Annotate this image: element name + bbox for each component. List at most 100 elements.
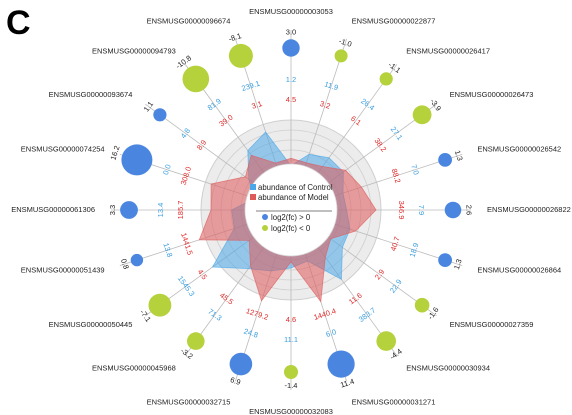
log2fc-bubble — [282, 39, 300, 57]
control-value: 71.3 — [206, 307, 223, 323]
legend-up-swatch — [262, 214, 268, 220]
gene-id-label: ENSMUSG00000026473 — [450, 90, 534, 99]
control-value: 81.9 — [206, 96, 223, 112]
log2fc-value: 0.8 — [119, 258, 131, 271]
log2fc-bubble — [121, 144, 153, 176]
model-value: 1441.5 — [179, 232, 195, 257]
model-value: 1279.2 — [245, 306, 270, 322]
model-value: 39.0 — [217, 113, 234, 129]
gene-id-label: ENSMUSG00000031271 — [352, 397, 436, 406]
log2fc-value: 1.1 — [142, 100, 155, 114]
legend-control-label: abundance of Control — [258, 183, 333, 192]
log2fc-bubble — [187, 332, 205, 350]
log2fc-bubble — [327, 350, 355, 378]
model-value: 4.6 — [286, 315, 296, 324]
control-value: 1545.3 — [176, 274, 197, 298]
gene-id-label: ENSMUSG00000030934 — [406, 364, 490, 373]
model-value: 38.2 — [372, 136, 388, 153]
gene-id-label: ENSMUSG00000094793 — [92, 46, 176, 55]
gene-id-label: ENSMUSG00000074254 — [21, 144, 105, 153]
log2fc-value: 1.3 — [453, 149, 465, 162]
log2fc-value: 16.2 — [108, 145, 121, 162]
model-value: 11.6 — [347, 291, 364, 307]
model-value: 8.9 — [195, 138, 208, 152]
control-value: 18.9 — [408, 242, 421, 259]
log2fc-value: -1.4 — [285, 381, 298, 390]
legend-model-label: abundance of Model — [258, 193, 329, 202]
model-value: 3.1 — [250, 99, 263, 111]
legend-control-swatch — [250, 184, 256, 190]
control-value: 24.8 — [243, 327, 260, 340]
control-value: 4.8 — [179, 126, 192, 140]
gene-id-label: ENSMUSG00000022877 — [352, 17, 436, 26]
legend-up-label: log2(fc) > 0 — [271, 213, 311, 222]
gene-id-label: ENSMUSG00000032715 — [147, 397, 231, 406]
model-value: 346.9 — [397, 201, 406, 220]
log2fc-bubble — [414, 297, 430, 313]
legend-model-swatch — [250, 194, 256, 200]
log2fc-value: 1.3 — [452, 258, 464, 271]
panel-letter: C — [6, 4, 31, 42]
control-value: 13.8 — [161, 242, 174, 259]
control-value: 0.0 — [161, 163, 173, 176]
log2fc-bubble — [228, 43, 253, 68]
control-value: 11.9 — [323, 79, 339, 92]
model-value: 40.7 — [389, 236, 402, 253]
gene-id-label: ENSMUSG00000003053 — [249, 7, 333, 16]
log2fc-bubble — [148, 293, 172, 317]
log2fc-value: 2.6 — [464, 205, 473, 215]
log2fc-value: 3.3 — [108, 205, 117, 215]
control-value: 27.1 — [389, 125, 405, 142]
control-value: 11.1 — [284, 335, 298, 344]
gene-id-label: ENSMUSG00000026417 — [406, 46, 490, 55]
gene-id-label: ENSMUSG00000045968 — [92, 364, 176, 373]
log2fc-value: -8.1 — [227, 31, 242, 44]
log2fc-bubble — [130, 253, 144, 267]
gene-id-label: ENSMUSG00000026822 — [487, 205, 571, 214]
control-value: 1.2 — [286, 75, 296, 84]
legend-down-swatch — [262, 225, 268, 231]
gene-id-label: ENSMUSG00000061306 — [11, 205, 95, 214]
log2fc-bubble — [153, 108, 167, 122]
log2fc-bubble — [284, 365, 298, 379]
log2fc-value: -3.9 — [428, 97, 443, 113]
log2fc-bubble — [334, 49, 348, 63]
legend-down-label: log2(fc) < 0 — [271, 224, 311, 233]
log2fc-value: 6.9 — [229, 375, 242, 387]
log2fc-bubble — [379, 72, 393, 86]
log2fc-value: -1.1 — [387, 60, 403, 75]
model-value: 3.2 — [319, 99, 332, 111]
control-value: 7.0 — [409, 163, 421, 176]
gene-id-label: ENSMUSG00000050445 — [49, 320, 133, 329]
model-value: 45.5 — [218, 291, 235, 307]
control-value: 26.4 — [359, 96, 376, 112]
log2fc-value: 3.0 — [286, 27, 296, 36]
log2fc-bubble — [376, 331, 397, 351]
control-value: 6.0 — [325, 327, 338, 339]
control-value: 239.1 — [240, 79, 261, 93]
control-value: 13.4 — [156, 203, 165, 218]
model-value: 1440.4 — [313, 306, 338, 322]
gene-id-label: ENSMUSG00000051439 — [21, 266, 105, 275]
model-value: 88.2 — [390, 168, 403, 185]
gene-id-label: ENSMUSG00000026542 — [477, 144, 561, 153]
model-value: 2.9 — [373, 268, 386, 282]
control-value: 22.9 — [388, 278, 404, 295]
log2fc-value: 11.4 — [339, 377, 355, 390]
gene-id-label: ENSMUSG00000032083 — [249, 407, 333, 415]
log2fc-value: -1.0 — [338, 36, 353, 49]
log2fc-bubble — [229, 352, 253, 376]
model-value: 6.1 — [349, 114, 363, 127]
log2fc-bubble — [444, 201, 462, 219]
model-value: 185.7 — [176, 201, 185, 220]
model-value: 4.5 — [196, 268, 209, 282]
model-value: 4.5 — [286, 95, 296, 104]
model-value: 308.0 — [179, 166, 193, 187]
gene-id-label: ENSMUSG00000093674 — [49, 90, 133, 99]
log2fc-bubble — [120, 201, 138, 219]
log2fc-bubble — [438, 253, 452, 267]
log2fc-bubble — [182, 65, 210, 93]
control-value: 383.7 — [357, 306, 377, 324]
